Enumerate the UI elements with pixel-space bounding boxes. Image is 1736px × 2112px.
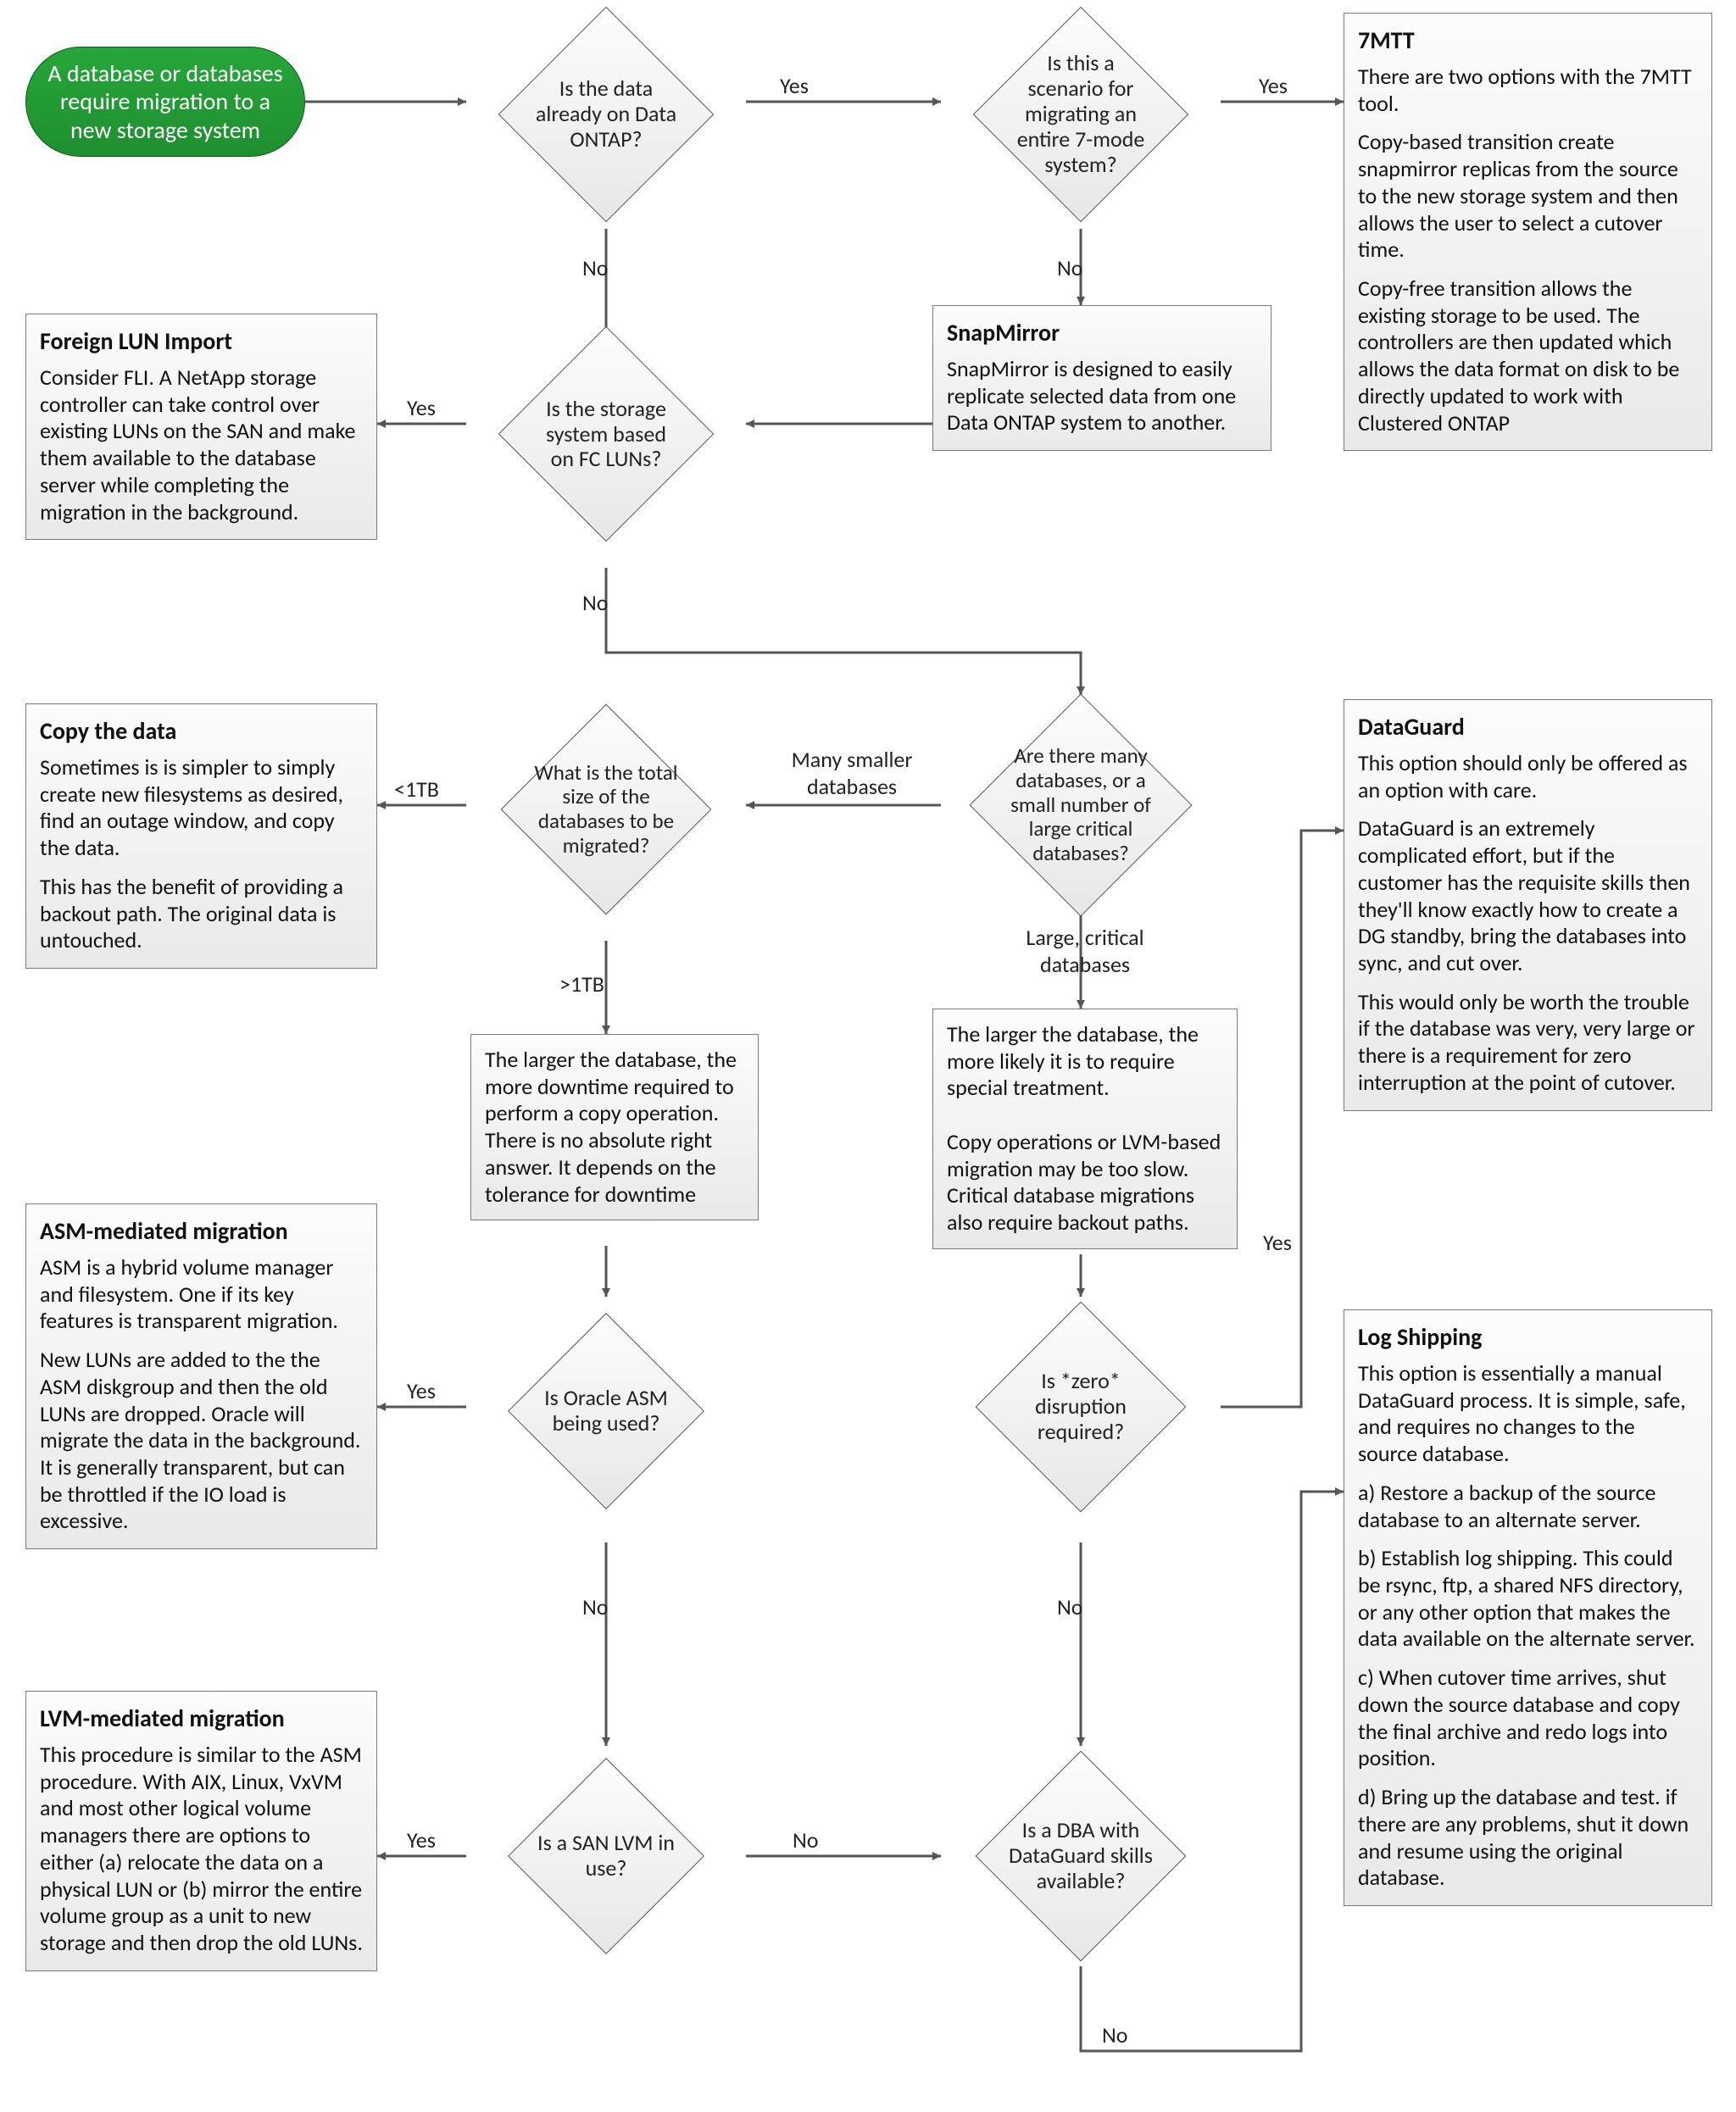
note-para: ASM is a hybrid volume manager and files… <box>40 1254 363 1335</box>
note-dataguard: DataGuard This option should only be off… <box>1344 699 1712 1111</box>
process-gt1tb-downtime: The larger the database, the more downti… <box>470 1034 759 1220</box>
note-para: Consider FLI. A NetApp storage controlle… <box>40 364 363 525</box>
note-para: Copy-free transition allows the existing… <box>1358 275 1698 436</box>
edge-label-yes: Yes <box>780 72 809 99</box>
note-para: This has the benefit of providing a back… <box>40 874 363 954</box>
decision-zero-disruption: Is *zero* disruption required? <box>945 1301 1216 1513</box>
edge-label-lt1tb: <1TB <box>394 775 439 803</box>
decision-asm: Is Oracle ASM being used? <box>470 1318 742 1504</box>
note-para: New LUNs are added to the the ASM diskgr… <box>40 1347 363 1535</box>
edge-label-yes: Yes <box>407 1377 436 1404</box>
decision-text: What is the total size of the databases … <box>470 708 742 911</box>
note-lvm-mediated: LVM-mediated migration This procedure is… <box>25 1691 377 1971</box>
edge-label-no: No <box>1057 1593 1083 1620</box>
decision-san-lvm: Is a SAN LVM in use? <box>470 1767 742 1945</box>
edge-label-no: No <box>793 1826 819 1854</box>
note-log-shipping: Log Shipping This option is essentially … <box>1344 1309 1712 1906</box>
note-para: a) Restore a backup of the source databa… <box>1358 1480 1698 1533</box>
note-para: There are two options with the 7MTT tool… <box>1358 64 1698 117</box>
decision-text: Is the storage system based on FC LUNs? <box>479 339 733 530</box>
note-title: Foreign LUN Import <box>40 326 363 356</box>
edge-label-yes: Yes <box>1263 1229 1292 1256</box>
edge-label-yes: Yes <box>407 394 436 421</box>
note-para: Sometimes is is simpler to simply create… <box>40 754 363 862</box>
note-7mtt: 7MTT There are two options with the 7MTT… <box>1344 13 1712 451</box>
edge-label-many-smaller: Many smaller databases <box>780 746 924 800</box>
note-para: d) Bring up the database and test. if th… <box>1358 1784 1698 1892</box>
edge-label-no: No <box>1102 2021 1128 2048</box>
note-para: This procedure is similar to the ASM pro… <box>40 1742 363 1957</box>
decision-many-or-large: Are there many databases, or a small num… <box>941 699 1221 911</box>
note-copy-the-data: Copy the data Sometimes is is simpler to… <box>25 703 377 969</box>
note-para: Copy-based transition create snapmirror … <box>1358 129 1698 264</box>
note-title: Copy the data <box>40 716 363 746</box>
edge-label-large-critical: Large, critical databases <box>1000 924 1170 978</box>
decision-data-ontap: Is the data already on Data ONTAP? <box>479 25 733 203</box>
decision-text: Are there many databases, or a small num… <box>941 699 1221 911</box>
edge-label-yes: Yes <box>407 1826 436 1854</box>
note-title: LVM-mediated migration <box>40 1703 363 1733</box>
note-para: This would only be worth the trouble if … <box>1358 989 1698 1097</box>
note-snapmirror: SnapMirror SnapMirror is designed to eas… <box>932 305 1271 451</box>
note-title: 7MTT <box>1358 25 1698 55</box>
edge-label-no: No <box>582 1593 609 1620</box>
note-asm-mediated: ASM-mediated migration ASM is a hybrid v… <box>25 1203 377 1549</box>
decision-text: Is this a scenario for migrating an enti… <box>954 25 1208 203</box>
note-para: This option should only be offered as an… <box>1358 750 1698 803</box>
decision-fcluns: Is the storage system based on FC LUNs? <box>479 339 733 530</box>
note-para: SnapMirror is designed to easily replica… <box>947 356 1257 436</box>
edge-label-no: No <box>1057 254 1083 281</box>
note-foreign-lun-import: Foreign LUN Import Consider FLI. A NetAp… <box>25 314 377 540</box>
decision-text: Is *zero* disruption required? <box>945 1301 1216 1513</box>
decision-text: Is Oracle ASM being used? <box>470 1318 742 1504</box>
note-title: ASM-mediated migration <box>40 1216 363 1246</box>
note-title: DataGuard <box>1358 712 1698 742</box>
note-para: DataGuard is an extremely complicated ef… <box>1358 815 1698 976</box>
decision-text: Is a DBA with DataGuard skills available… <box>945 1750 1216 1962</box>
edge-label-no: No <box>582 254 609 281</box>
note-para: This option is essentially a manual Data… <box>1358 1360 1698 1468</box>
decision-text: Is a SAN LVM in use? <box>470 1767 742 1945</box>
note-para: b) Establish log shipping. This could be… <box>1358 1545 1698 1653</box>
edge-label-yes: Yes <box>1259 72 1288 99</box>
process-large-critical: The larger the database, the more likely… <box>932 1009 1238 1249</box>
note-para: c) When cutover time arrives, shut down … <box>1358 1665 1698 1772</box>
edge-label-no: No <box>582 589 609 616</box>
note-title: Log Shipping <box>1358 1322 1698 1352</box>
start-text: A database or databases require migratio… <box>47 59 284 145</box>
decision-total-size: What is the total size of the databases … <box>470 708 742 911</box>
decision-dba-dataguard: Is a DBA with DataGuard skills available… <box>945 1750 1216 1962</box>
start-node: A database or databases require migratio… <box>25 47 305 157</box>
decision-7mode: Is this a scenario for migrating an enti… <box>954 25 1208 203</box>
note-title: SnapMirror <box>947 318 1257 347</box>
edge-label-gt1tb: >1TB <box>559 970 604 998</box>
decision-text: Is the data already on Data ONTAP? <box>479 25 733 203</box>
